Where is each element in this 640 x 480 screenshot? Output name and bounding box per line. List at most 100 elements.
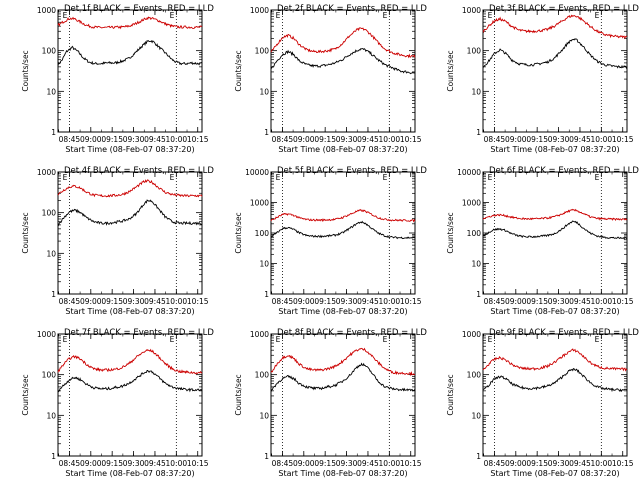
- panel-5: Det 5f BLACK = Events, RED = LLD 1 10 100 10…: [234, 166, 427, 316]
- x-tick-label: 09:15: [314, 297, 336, 306]
- event-marker-label: E: [276, 11, 281, 20]
- x-tick-label: 10:00: [379, 297, 401, 306]
- x-tick-label: 09:00: [80, 135, 102, 144]
- y-axis-label: Counts/sec: [234, 212, 243, 253]
- x-tick-label: 09:30: [548, 135, 570, 144]
- y-tick-label: 1000: [250, 199, 269, 208]
- x-tick-label: 10:15: [400, 135, 422, 144]
- x-tick-label: 08:45: [272, 459, 294, 468]
- x-tick-label: 09:45: [569, 135, 591, 144]
- plot-frame: [270, 9, 416, 133]
- x-axis-label: Start Time (08-Feb-07 08:37:20): [278, 307, 407, 316]
- events-series-line: [57, 199, 203, 227]
- y-tick-label: 10: [259, 260, 269, 269]
- panel-title: Det 5f BLACK = Events, RED = LLD: [277, 166, 427, 176]
- panel-6: Det 6f BLACK = Events, RED = LLD 1 10 100 10…: [446, 166, 639, 316]
- panel-title: Det 7f BLACK = Events, RED = LLD: [64, 328, 214, 338]
- y-tick-label: 1000: [250, 6, 269, 15]
- x-tick-label: 10:00: [591, 297, 613, 306]
- event-marker-label: E: [595, 173, 600, 182]
- x-tick-label: 09:30: [123, 135, 145, 144]
- x-tick-label: 09:15: [526, 459, 548, 468]
- y-tick-label: 100: [42, 209, 57, 218]
- x-tick-label: 08:45: [272, 297, 294, 306]
- x-tick-label: 08:45: [484, 135, 506, 144]
- y-tick-label: 10: [46, 87, 56, 96]
- plot-frame: [270, 333, 416, 457]
- x-axis-label: Start Time (08-Feb-07 08:37:20): [65, 469, 194, 478]
- x-tick-label: 09:00: [505, 135, 527, 144]
- panel-9: Det 9f BLACK = Events, RED = LLD 1 10 100 10…: [446, 328, 639, 478]
- event-marker-label: E: [488, 335, 493, 344]
- panel-1: Det 1f BLACK = Events, RED = LLD 1 10 100 10…: [21, 4, 214, 154]
- x-tick-label: 09:15: [314, 135, 336, 144]
- y-axis-label: Counts/sec: [446, 374, 455, 415]
- y-tick-label: 100: [42, 47, 57, 56]
- y-tick-label: 1: [51, 128, 56, 137]
- x-tick-label: 10:15: [187, 135, 209, 144]
- y-tick-label: 10: [46, 411, 56, 420]
- panel-3: Det 3f BLACK = Events, RED = LLD 1 10 100 10…: [446, 4, 639, 154]
- x-axis-label: Start Time (08-Feb-07 08:37:20): [278, 469, 407, 478]
- x-tick-label: 09:15: [314, 459, 336, 468]
- y-tick-label: 100: [255, 229, 270, 238]
- x-tick-label: 09:30: [123, 459, 145, 468]
- event-marker-label: E: [276, 335, 281, 344]
- plot-frame: [57, 333, 203, 457]
- y-tick-label: 1: [476, 290, 481, 299]
- x-tick-label: 09:00: [505, 297, 527, 306]
- lld-series-line: [57, 16, 203, 30]
- x-axis-label: Start Time (08-Feb-07 08:37:20): [278, 145, 407, 154]
- event-marker-label: E: [595, 11, 600, 20]
- y-tick-label: 10: [46, 249, 56, 258]
- y-tick-label: 1000: [250, 330, 269, 339]
- lld-series-line: [57, 179, 203, 198]
- y-tick-label: 10: [471, 87, 481, 96]
- events-series-line: [57, 40, 202, 67]
- x-tick-label: 09:45: [357, 297, 379, 306]
- y-tick-label: 10: [471, 260, 481, 269]
- y-tick-label: 1000: [37, 168, 56, 177]
- y-tick-label: 10000: [457, 168, 481, 177]
- y-tick-label: 10000: [245, 168, 269, 177]
- y-axis-label: Counts/sec: [446, 50, 455, 91]
- events-series-line: [483, 220, 628, 240]
- plot-frame: [482, 333, 628, 457]
- x-tick-label: 10:00: [379, 135, 401, 144]
- y-tick-label: 1: [476, 128, 481, 137]
- x-tick-label: 10:15: [612, 459, 634, 468]
- event-marker-label: E: [383, 173, 388, 182]
- x-tick-label: 09:00: [80, 459, 102, 468]
- events-series-line: [270, 48, 416, 75]
- event-marker-label: E: [488, 173, 493, 182]
- x-tick-label: 10:00: [166, 297, 188, 306]
- y-tick-label: 100: [42, 371, 57, 380]
- plot-frame: [57, 171, 203, 295]
- panel-8: Det 8f BLACK = Events, RED = LLD 1 10 100 10…: [234, 328, 427, 478]
- x-tick-label: 10:00: [379, 459, 401, 468]
- x-tick-label: 10:00: [166, 459, 188, 468]
- event-marker-label: E: [488, 11, 493, 20]
- event-marker-label: E: [383, 335, 388, 344]
- event-marker-label: E: [276, 173, 281, 182]
- panel-title: Det 6f BLACK = Events, RED = LLD: [489, 166, 639, 176]
- event-marker-label: E: [170, 335, 175, 344]
- x-tick-label: 10:00: [166, 135, 188, 144]
- lld-series-line: [482, 348, 628, 372]
- x-tick-label: 09:15: [101, 135, 123, 144]
- y-tick-label: 1000: [37, 330, 56, 339]
- events-series-line: [482, 367, 628, 393]
- plot-frame: [482, 9, 628, 133]
- x-tick-label: 09:45: [357, 459, 379, 468]
- y-axis-label: Counts/sec: [234, 374, 243, 415]
- x-axis-label: Start Time (08-Feb-07 08:37:20): [65, 307, 194, 316]
- x-tick-label: 10:15: [400, 459, 422, 468]
- panel-title: Det 1f BLACK = Events, RED = LLD: [64, 4, 214, 14]
- x-tick-label: 09:30: [336, 459, 358, 468]
- events-series-line: [271, 220, 416, 240]
- x-tick-label: 10:15: [612, 135, 634, 144]
- y-tick-label: 1: [264, 452, 269, 461]
- y-tick-label: 1: [264, 290, 269, 299]
- y-tick-label: 1000: [462, 199, 481, 208]
